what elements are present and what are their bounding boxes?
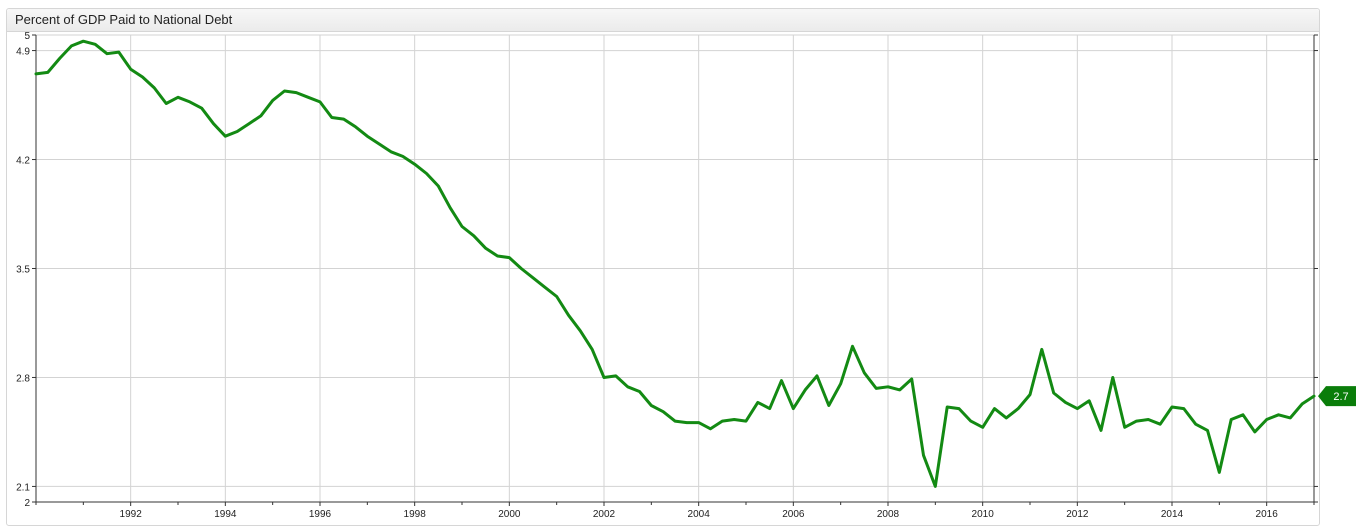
y-tick-label: 2: [24, 498, 30, 509]
x-tick-label: 2008: [877, 509, 900, 520]
x-tick-label: 2016: [1256, 509, 1279, 520]
y-tick-label: 2.1: [16, 482, 30, 493]
x-tick-label: 1996: [309, 509, 332, 520]
chart-title: Percent of GDP Paid to National Debt: [15, 12, 233, 27]
x-tick-label: 2000: [498, 509, 521, 520]
grid-lines: [36, 34, 1314, 503]
axes: 1992 1994 1996 1998 2000 2002 2004 2006 2008 2010…: [16, 31, 1318, 520]
series-line: [34, 39, 1316, 488]
x-tick-label: 2004: [688, 509, 711, 520]
chart-title-bar: Percent of GDP Paid to National Debt: [7, 9, 1319, 32]
y-tick-label: 2.8: [16, 373, 30, 384]
x-tick-label: 1998: [404, 509, 427, 520]
last-value-badge-shape: [1318, 386, 1356, 407]
x-tick-label: 2006: [782, 509, 805, 520]
x-tick-label: 2012: [1066, 509, 1089, 520]
last-value-badge-label: 2.7: [1333, 391, 1348, 403]
last-value-badge: 2.7: [1318, 386, 1356, 407]
series-layer: [34, 39, 1316, 488]
x-tick-label: 1994: [214, 509, 237, 520]
x-tick-label: 1992: [120, 509, 143, 520]
x-tick-label: 2010: [972, 509, 995, 520]
x-tick-label: 2002: [593, 509, 616, 520]
y-tick-label: 4.9: [16, 47, 30, 58]
x-tick-label: 2014: [1161, 509, 1184, 520]
y-tick-label: 3.5: [16, 265, 30, 276]
y-tick-label: 4.2: [16, 156, 30, 167]
y-tick-label: 5: [24, 31, 30, 42]
